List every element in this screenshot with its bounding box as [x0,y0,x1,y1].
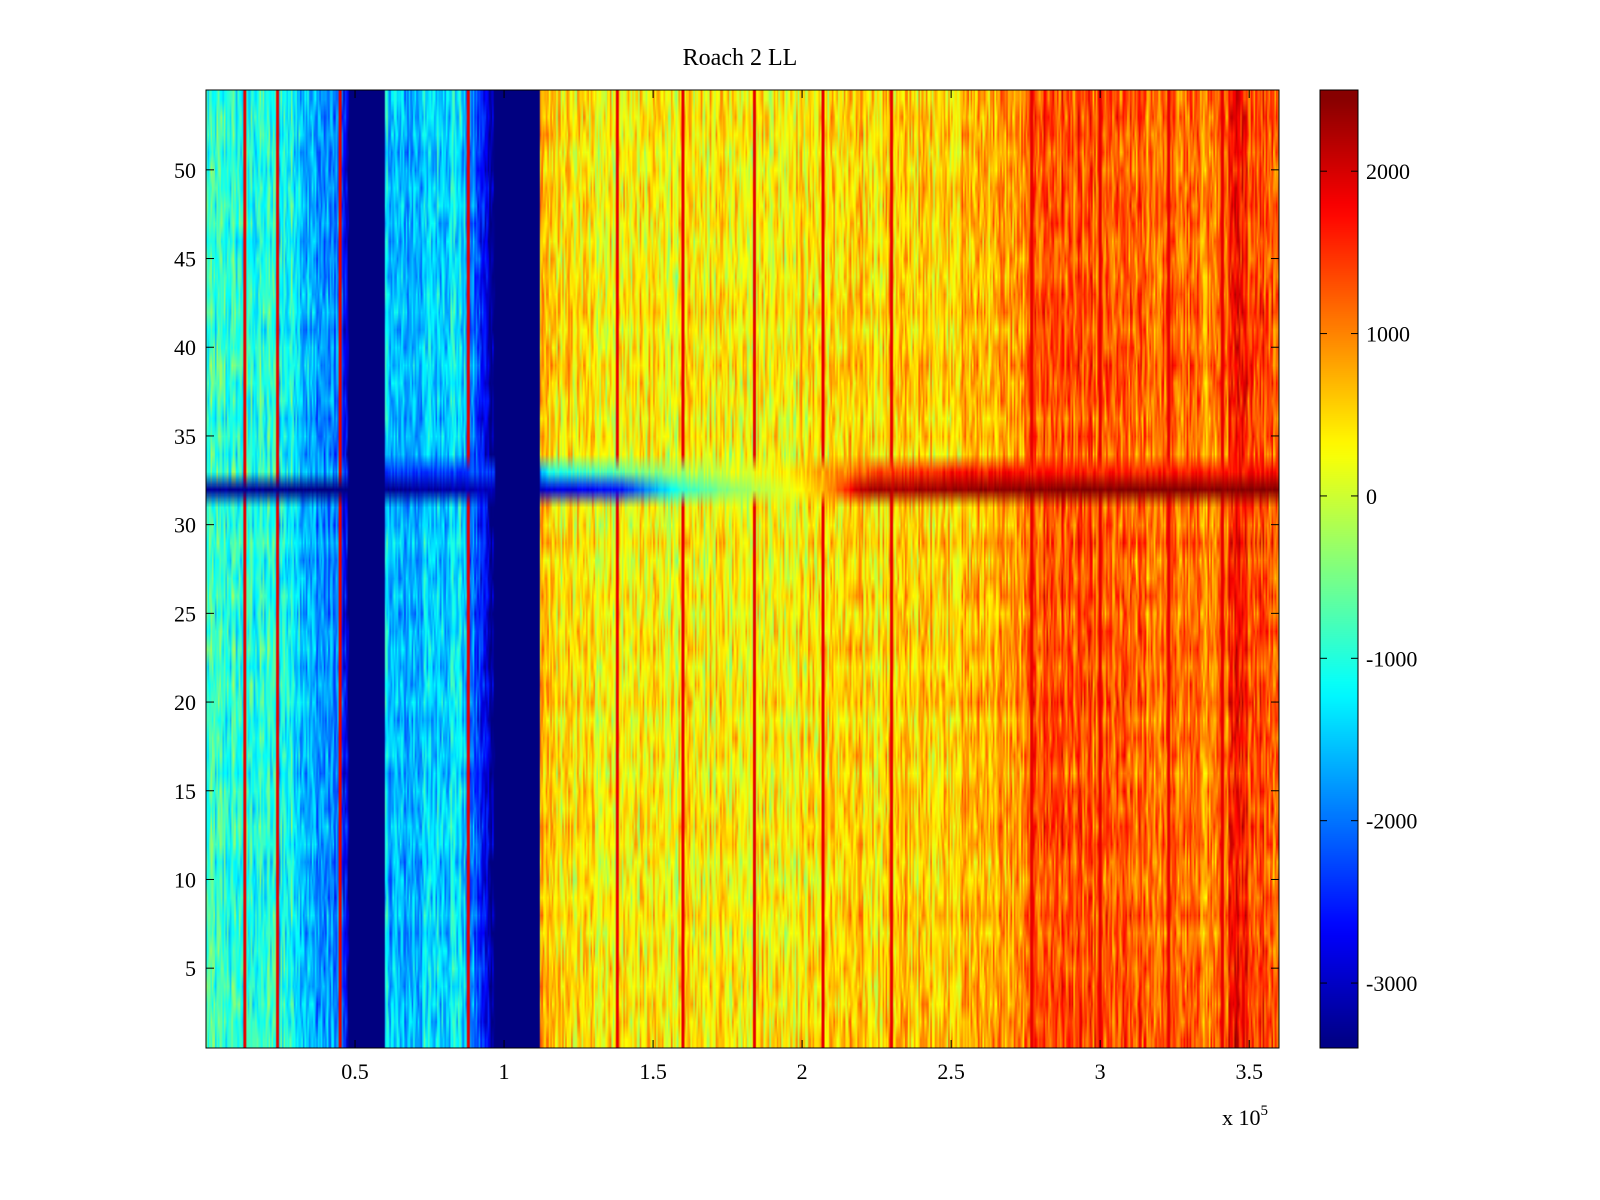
colorbar-tick-label: 0 [1366,484,1377,509]
x-tick-label: 1.5 [639,1059,667,1084]
x-tick-label: 2.5 [937,1059,965,1084]
colorbar-tick-label: -1000 [1366,646,1417,671]
y-tick-label: 35 [174,424,196,449]
y-tick-label: 40 [174,335,196,360]
colorbar-ticks: 2000 1000 0 -1000 -2000 -3000 [1320,159,1417,996]
x-tick-label: 0.5 [341,1059,369,1084]
colorbar-tick-label: -2000 [1366,809,1417,834]
heatmap-image [206,90,1279,1048]
x-axis-ticks: 0.5 1 1.5 2 2.5 3 3.5 [341,90,1263,1084]
y-tick-label: 10 [174,867,196,892]
x-tick-label: 1 [499,1059,510,1084]
colorbar-box [1319,89,1359,1049]
colorbar-gradient [1320,90,1358,1048]
y-tick-label: 30 [174,513,196,538]
x-tick-label: 3 [1095,1059,1106,1084]
y-tick-label: 15 [174,779,196,804]
colorbar-tick-label: 2000 [1366,159,1410,184]
y-tick-label: 45 [174,247,196,272]
axes-box [205,89,1280,1049]
y-tick-label: 5 [185,956,196,981]
colorbar-tick-label: -3000 [1366,971,1417,996]
y-axis-ticks: 5 10 15 20 25 30 35 40 45 50 [174,158,1279,981]
x-exponent-power: 5 [1261,1103,1269,1119]
y-tick-label: 20 [174,690,196,715]
heatmap-plot-area: 0.5 1 1.5 2 2.5 3 3.5 5 10 15 20 25 30 35 40 45 50 x 10… [174,89,1280,1130]
x-tick-label: 3.5 [1235,1059,1263,1084]
chart-title: Roach 2 LL [683,45,798,71]
x-tick-label: 2 [797,1059,808,1084]
colorbar-tick-label: 1000 [1366,322,1410,347]
colorbar: 2000 1000 0 -1000 -2000 -3000 [1319,89,1417,1049]
y-tick-label: 50 [174,158,196,183]
y-tick-label: 25 [174,601,196,626]
x-exponent-label: x 105 [1222,1103,1268,1130]
